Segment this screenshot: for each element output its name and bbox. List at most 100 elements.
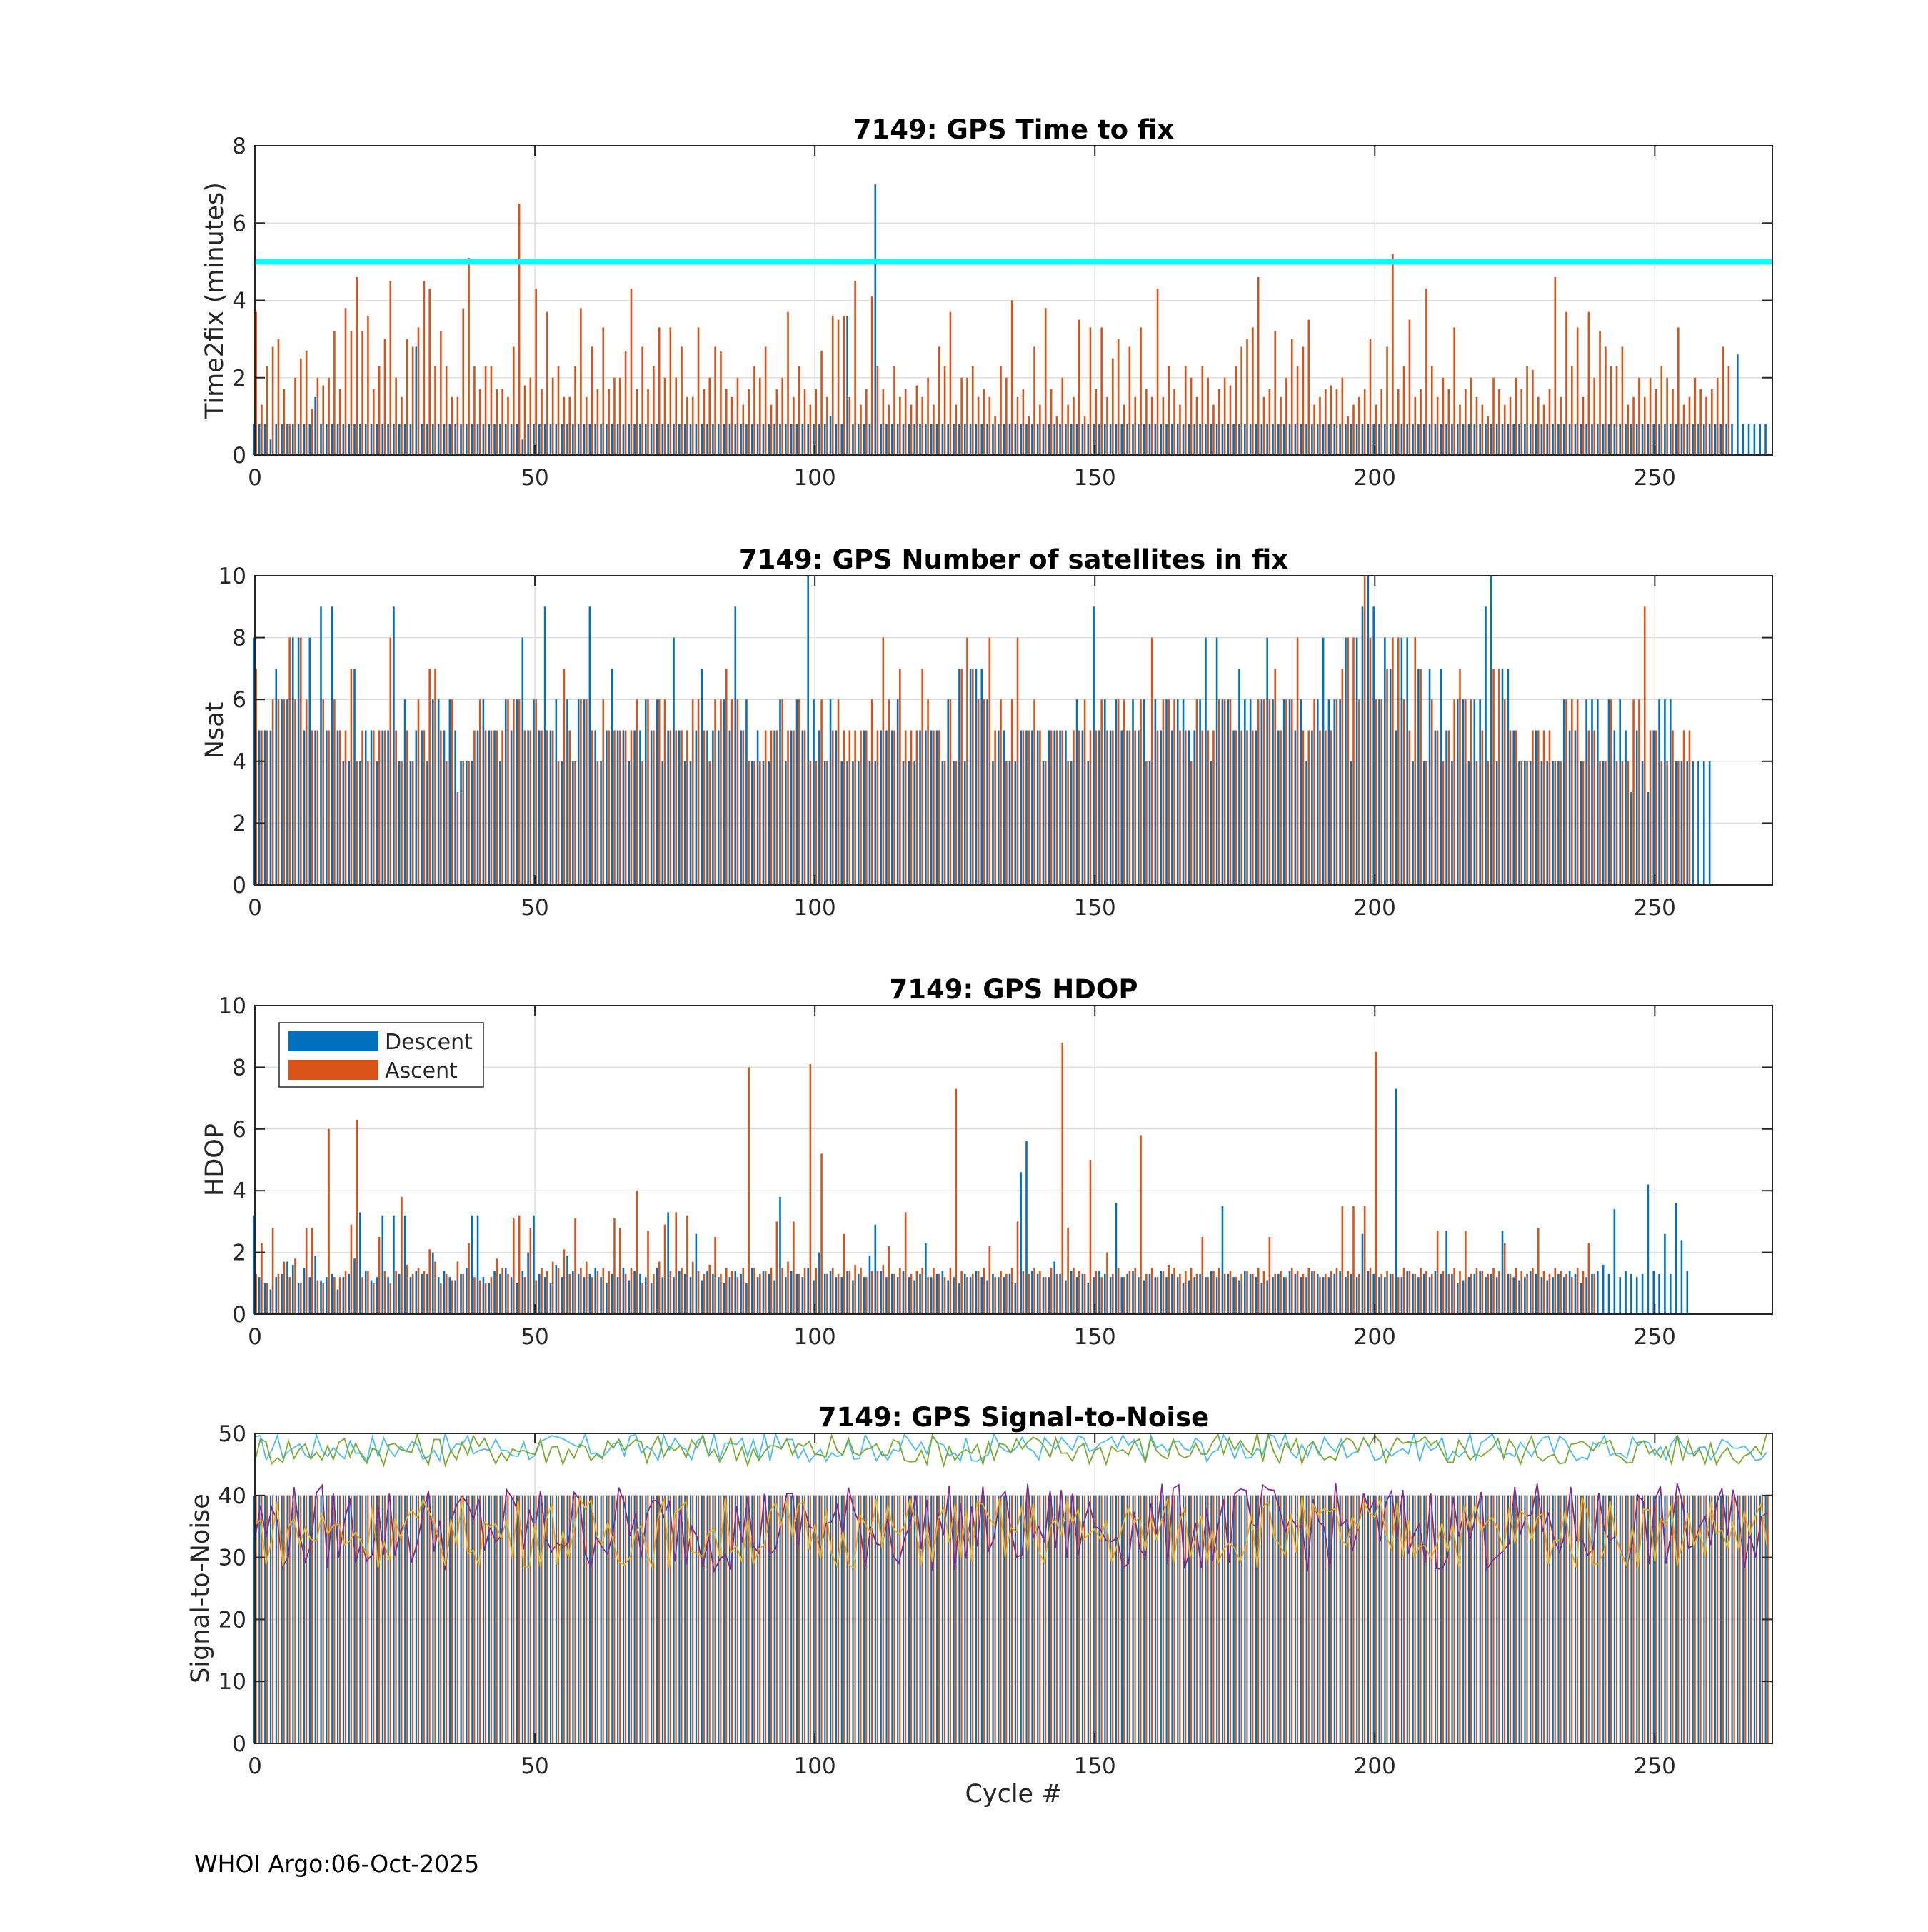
bar-descent bbox=[941, 1495, 944, 1743]
bar-descent bbox=[393, 424, 395, 455]
bar-descent bbox=[639, 730, 641, 885]
bar-descent bbox=[281, 1273, 283, 1314]
bar-descent bbox=[1552, 1277, 1554, 1314]
bar-descent bbox=[919, 424, 921, 455]
bar-ascent bbox=[563, 396, 566, 455]
bar-ascent bbox=[1655, 389, 1657, 455]
bar-ascent bbox=[1325, 1495, 1327, 1743]
bar-ascent bbox=[1207, 1495, 1209, 1743]
bar-ascent bbox=[653, 730, 655, 885]
bar-descent bbox=[1602, 1495, 1605, 1743]
panel-3 bbox=[253, 1005, 1773, 1315]
bar-descent bbox=[1507, 1273, 1510, 1314]
bar-ascent bbox=[1627, 404, 1630, 455]
bar-descent bbox=[320, 1280, 322, 1314]
bar-ascent bbox=[876, 1495, 878, 1743]
bar-ascent bbox=[736, 699, 739, 885]
bar-ascent bbox=[1481, 730, 1484, 885]
bar-descent bbox=[1619, 1277, 1621, 1314]
bar-descent bbox=[1215, 1277, 1218, 1314]
bar-descent bbox=[488, 424, 491, 455]
bar-descent bbox=[371, 1495, 373, 1743]
bar-ascent bbox=[1140, 1135, 1142, 1314]
bar-ascent bbox=[541, 1495, 543, 1743]
bar-descent bbox=[773, 424, 775, 455]
bar-ascent bbox=[1459, 1271, 1461, 1314]
bar-ascent bbox=[837, 319, 840, 455]
bar-descent bbox=[852, 424, 854, 455]
bar-descent bbox=[1753, 1495, 1756, 1743]
bar-descent bbox=[606, 1495, 608, 1743]
bar-descent bbox=[633, 1271, 636, 1314]
bar-ascent bbox=[300, 1495, 302, 1743]
bar-descent bbox=[415, 730, 418, 885]
bar-ascent bbox=[1682, 1495, 1685, 1743]
bar-ascent bbox=[406, 730, 408, 885]
bar-descent bbox=[768, 1273, 770, 1314]
bar-descent bbox=[1641, 761, 1644, 885]
bar-descent bbox=[314, 396, 316, 455]
bar-descent bbox=[1216, 1495, 1218, 1743]
bar-descent bbox=[543, 1277, 546, 1314]
bar-descent bbox=[1675, 1203, 1677, 1314]
bar-descent bbox=[1120, 424, 1123, 455]
bar-descent bbox=[1249, 1273, 1252, 1314]
bar-ascent bbox=[921, 668, 924, 885]
bar-descent bbox=[1395, 424, 1397, 455]
bar-ascent bbox=[848, 1271, 851, 1314]
bar-ascent bbox=[1055, 730, 1058, 885]
bar-ascent bbox=[456, 792, 459, 885]
bar-ascent bbox=[546, 730, 548, 885]
bar-ascent bbox=[899, 1495, 901, 1743]
bar-descent bbox=[460, 1495, 462, 1743]
bar-descent bbox=[1557, 424, 1560, 455]
bar-descent bbox=[773, 1280, 775, 1314]
bar-ascent bbox=[1542, 1495, 1545, 1743]
bar-descent bbox=[1636, 1495, 1638, 1743]
bar-descent bbox=[683, 1273, 686, 1314]
bar-descent bbox=[1680, 761, 1683, 885]
bar-ascent bbox=[423, 281, 426, 455]
bar-descent bbox=[549, 424, 552, 455]
bar-ascent bbox=[843, 1233, 845, 1314]
bar-descent bbox=[1148, 1273, 1151, 1314]
bar-ascent bbox=[378, 366, 381, 455]
bar-descent bbox=[1065, 730, 1067, 885]
bar-ascent bbox=[468, 761, 470, 885]
bar-ascent bbox=[383, 1271, 386, 1314]
bar-descent bbox=[1485, 424, 1487, 455]
bar-descent bbox=[476, 1215, 479, 1314]
bar-descent bbox=[1501, 668, 1504, 885]
bar-ascent bbox=[837, 1273, 840, 1314]
bar-ascent bbox=[1252, 730, 1254, 885]
bar-ascent bbox=[1363, 576, 1366, 885]
bar-ascent bbox=[322, 385, 324, 455]
bar-descent bbox=[1507, 1495, 1510, 1743]
bar-descent bbox=[1490, 1273, 1492, 1314]
bar-ascent bbox=[490, 1495, 492, 1743]
bar-descent bbox=[1249, 424, 1252, 455]
bar-descent bbox=[1188, 424, 1190, 455]
bar-descent bbox=[997, 730, 1000, 885]
bar-ascent bbox=[921, 396, 924, 455]
bar-ascent bbox=[1548, 1273, 1551, 1314]
bar-ascent bbox=[1095, 389, 1098, 455]
bar-ascent bbox=[1599, 331, 1601, 455]
bar-descent bbox=[740, 1273, 742, 1314]
bar-ascent bbox=[1425, 1271, 1427, 1314]
bar-ascent bbox=[344, 1495, 347, 1743]
bar-descent bbox=[493, 1495, 496, 1743]
bar-descent bbox=[1171, 1273, 1173, 1314]
bar-ascent bbox=[1123, 404, 1125, 455]
bar-ascent bbox=[1420, 389, 1422, 455]
bar-ascent bbox=[831, 730, 834, 885]
bar-ascent bbox=[921, 1268, 924, 1314]
bar-ascent bbox=[473, 1277, 476, 1314]
bar-ascent bbox=[328, 1128, 330, 1314]
bar-ascent bbox=[1716, 1495, 1719, 1743]
bar-ascent bbox=[1106, 1495, 1108, 1743]
bar-ascent bbox=[803, 1495, 806, 1743]
bar-ascent bbox=[730, 396, 733, 455]
bar-descent bbox=[1193, 424, 1196, 455]
bar-descent bbox=[1171, 1495, 1173, 1743]
